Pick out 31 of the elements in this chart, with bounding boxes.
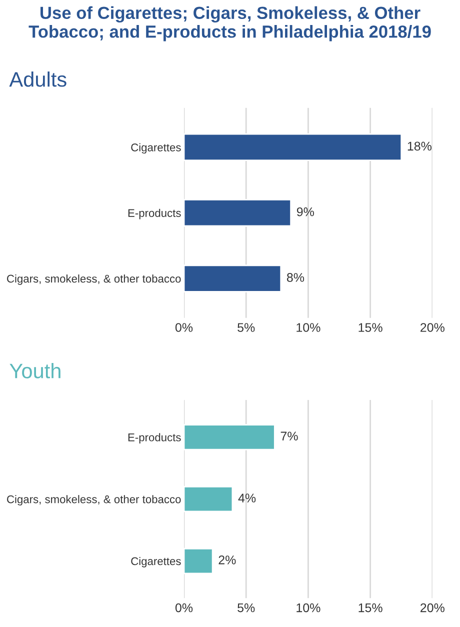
bar xyxy=(184,486,234,512)
x-tick-label: 10% xyxy=(296,323,320,332)
bar xyxy=(184,199,292,227)
bar xyxy=(184,424,276,450)
chart-subtitle: Adults xyxy=(9,71,66,87)
x-tick-label: 20% xyxy=(420,323,444,332)
x-tick-label: 10% xyxy=(296,603,320,612)
y-tick-label: Cigarettes xyxy=(131,143,181,154)
y-tick-label: Cigarettes xyxy=(131,556,181,568)
x-tick-label: 15% xyxy=(358,323,382,332)
x-tick-label: 0% xyxy=(175,603,193,612)
data-label: 9% xyxy=(296,207,314,216)
data-label: 7% xyxy=(280,432,298,440)
bar xyxy=(184,133,402,162)
data-label: 8% xyxy=(286,273,304,282)
bar xyxy=(184,264,282,292)
x-tick-label: 15% xyxy=(358,603,382,612)
y-tick-label: E-products xyxy=(128,208,181,220)
x-tick-label: 5% xyxy=(238,603,255,612)
chart-title: Use of Cigarettes; Cigars, Smokeless, & Other Tobacco; and E-products in Philadelphia 2018/19 xyxy=(28,6,431,42)
bar xyxy=(184,548,214,574)
x-tick-label: 20% xyxy=(420,603,444,612)
data-label: 18% xyxy=(408,142,432,151)
data-label: 4% xyxy=(238,494,256,502)
y-tick-label: Cigars, smokeless, & other tobacco xyxy=(7,274,181,285)
x-tick-label: 5% xyxy=(238,323,255,332)
chart-subtitle: Youth xyxy=(10,363,60,378)
data-label: 2% xyxy=(218,556,236,564)
y-tick-label: Cigars, smokeless, & other tobacco xyxy=(7,495,181,506)
x-tick-label: 0% xyxy=(175,323,193,332)
y-tick-label: E-products xyxy=(128,433,181,444)
